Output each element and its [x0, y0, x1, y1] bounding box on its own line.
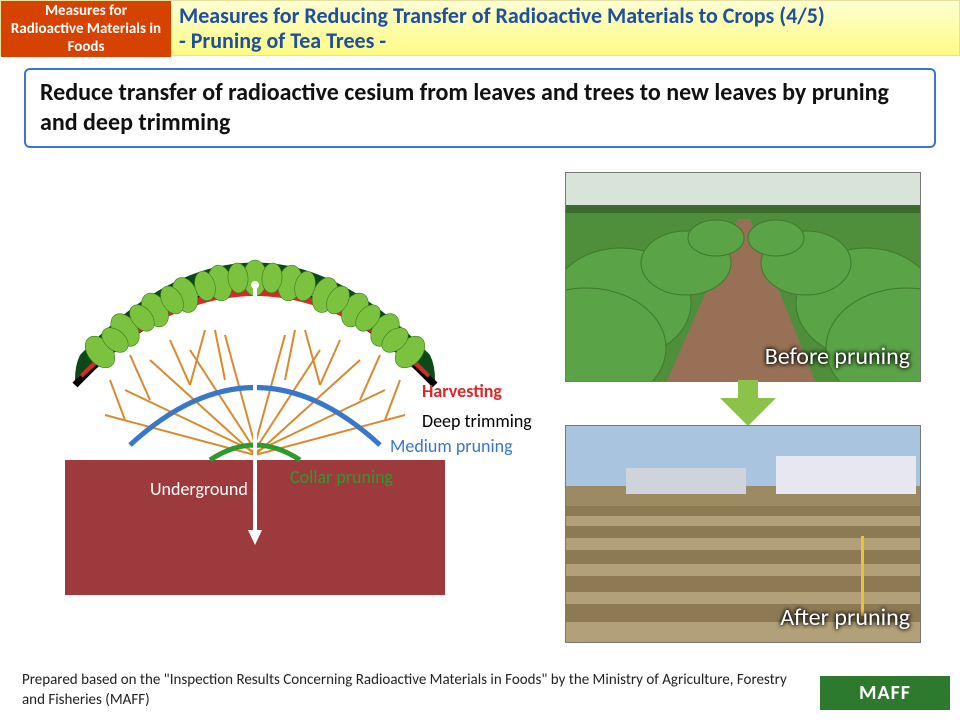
photo-before: Before pruning — [565, 172, 921, 382]
arrow-down-icon — [720, 380, 776, 426]
category-badge: Measures for Radioactive Materials in Fo… — [1, 1, 171, 57]
page-title: Measures for Reducing Transfer of Radioa… — [179, 3, 954, 54]
photo-after: After pruning — [565, 425, 921, 643]
header-band: Measures for Radioactive Materials in Fo… — [0, 0, 960, 56]
footer-credit: Prepared based on the "Inspection Result… — [22, 671, 812, 710]
label-medium-pruning: Medium pruning — [390, 435, 513, 457]
label-collar-pruning: Collar pruning — [290, 466, 393, 488]
caption-after: After pruning — [780, 603, 910, 632]
label-harvesting: Harvesting — [422, 380, 502, 402]
label-deep-trimming: Deep trimming — [422, 410, 532, 432]
caption-before: Before pruning — [765, 342, 910, 371]
summary-statement: Reduce transfer of radioactive cesium fr… — [24, 68, 936, 148]
maff-badge: MAFF — [820, 676, 950, 710]
label-underground: Underground — [150, 478, 248, 500]
